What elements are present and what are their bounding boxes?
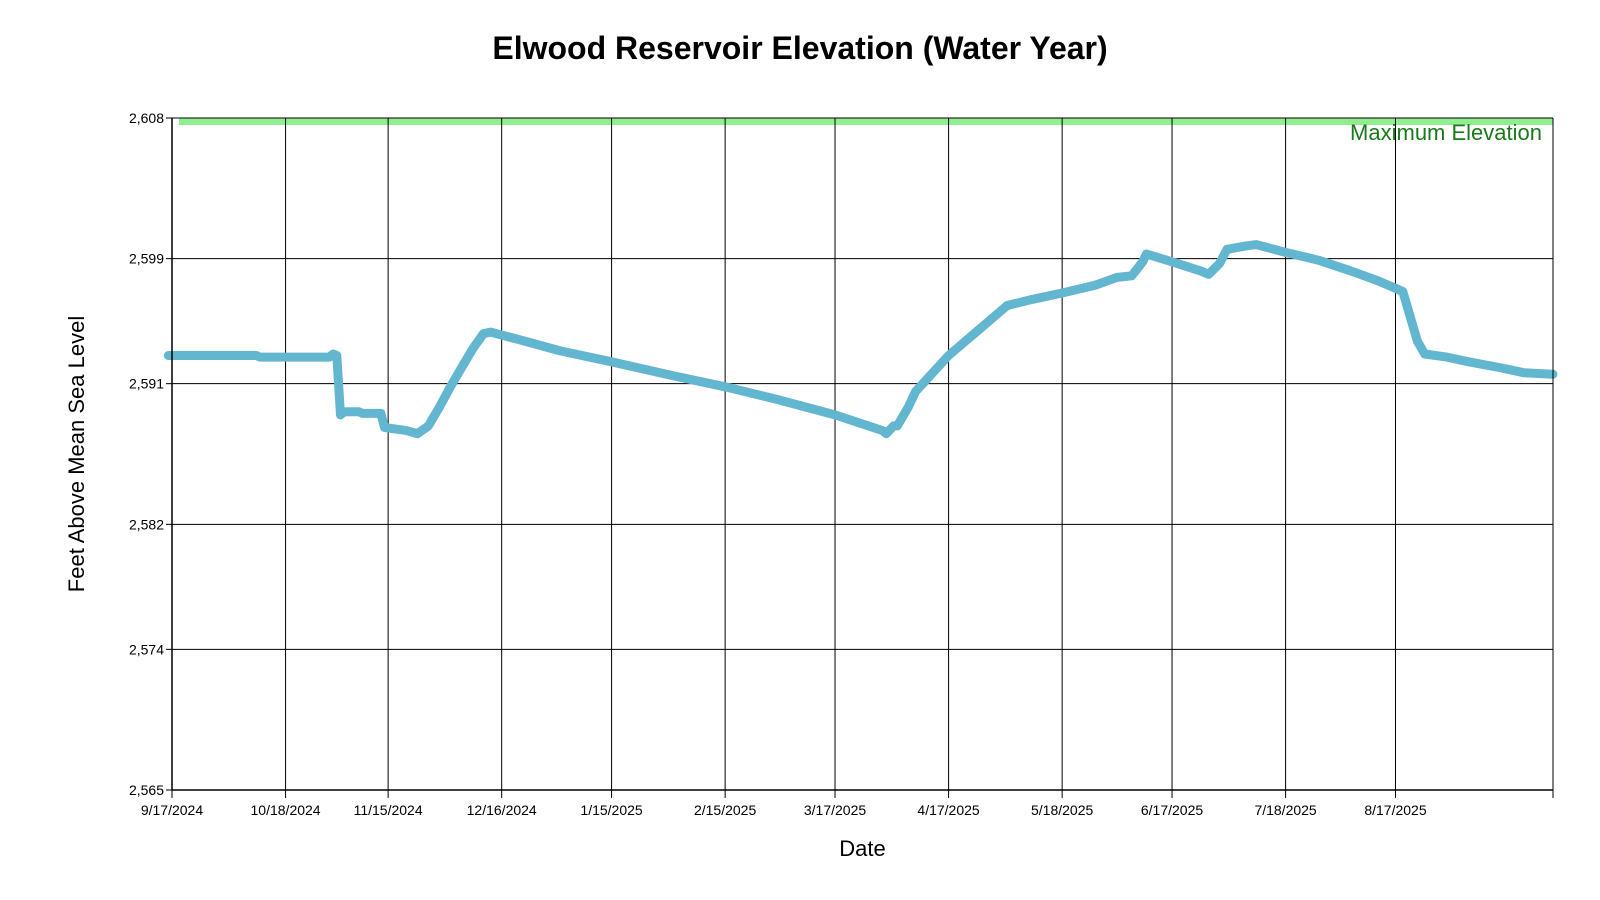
max-elevation-band xyxy=(179,118,1553,125)
x-axis-title: Date xyxy=(839,836,885,861)
x-tick-label: 1/15/2025 xyxy=(580,802,642,818)
grid-lines xyxy=(171,117,1553,791)
x-tick-label: 9/17/2024 xyxy=(141,802,203,818)
max-elevation-band-rect xyxy=(179,118,1553,125)
x-tick-label: 3/17/2025 xyxy=(804,802,866,818)
plot-area xyxy=(172,118,1553,790)
y-tick-label: 2,608 xyxy=(129,110,164,126)
y-tick-label: 2,565 xyxy=(129,782,164,798)
chart-title: Elwood Reservoir Elevation (Water Year) xyxy=(492,30,1108,66)
y-tick-label: 2,591 xyxy=(129,376,164,392)
x-tick-label: 11/15/2024 xyxy=(354,802,423,818)
x-tick-label: 5/18/2025 xyxy=(1031,802,1093,818)
x-tick-label: 12/16/2024 xyxy=(467,802,537,818)
y-tick-label: 2,574 xyxy=(129,641,164,657)
series-line-0 xyxy=(163,240,1558,439)
x-tick-label: 6/17/2025 xyxy=(1141,802,1203,818)
plot-background xyxy=(172,118,1553,790)
x-tick-label: 2/15/2025 xyxy=(694,802,756,818)
y-axis-title: Feet Above Mean Sea Level xyxy=(64,316,89,592)
max-elevation-label: Maximum Elevation xyxy=(1350,120,1542,145)
axes xyxy=(171,118,1554,798)
x-tick-label: 7/18/2025 xyxy=(1254,802,1316,818)
y-axis-ticks: 2,565 2,574 2,582 2,591 2,599 2,608 xyxy=(129,110,172,798)
x-axis-ticks: 9/17/2024 10/18/2024 11/15/2024 12/16/2024 1… xyxy=(141,790,1427,818)
series-layer xyxy=(163,240,1558,439)
y-tick-label: 2,599 xyxy=(129,251,164,267)
x-tick-label: 4/17/2025 xyxy=(917,802,979,818)
x-tick-label: 10/18/2024 xyxy=(251,802,321,818)
x-tick-label: 8/17/2025 xyxy=(1364,802,1426,818)
y-tick-label: 2,582 xyxy=(129,516,164,532)
